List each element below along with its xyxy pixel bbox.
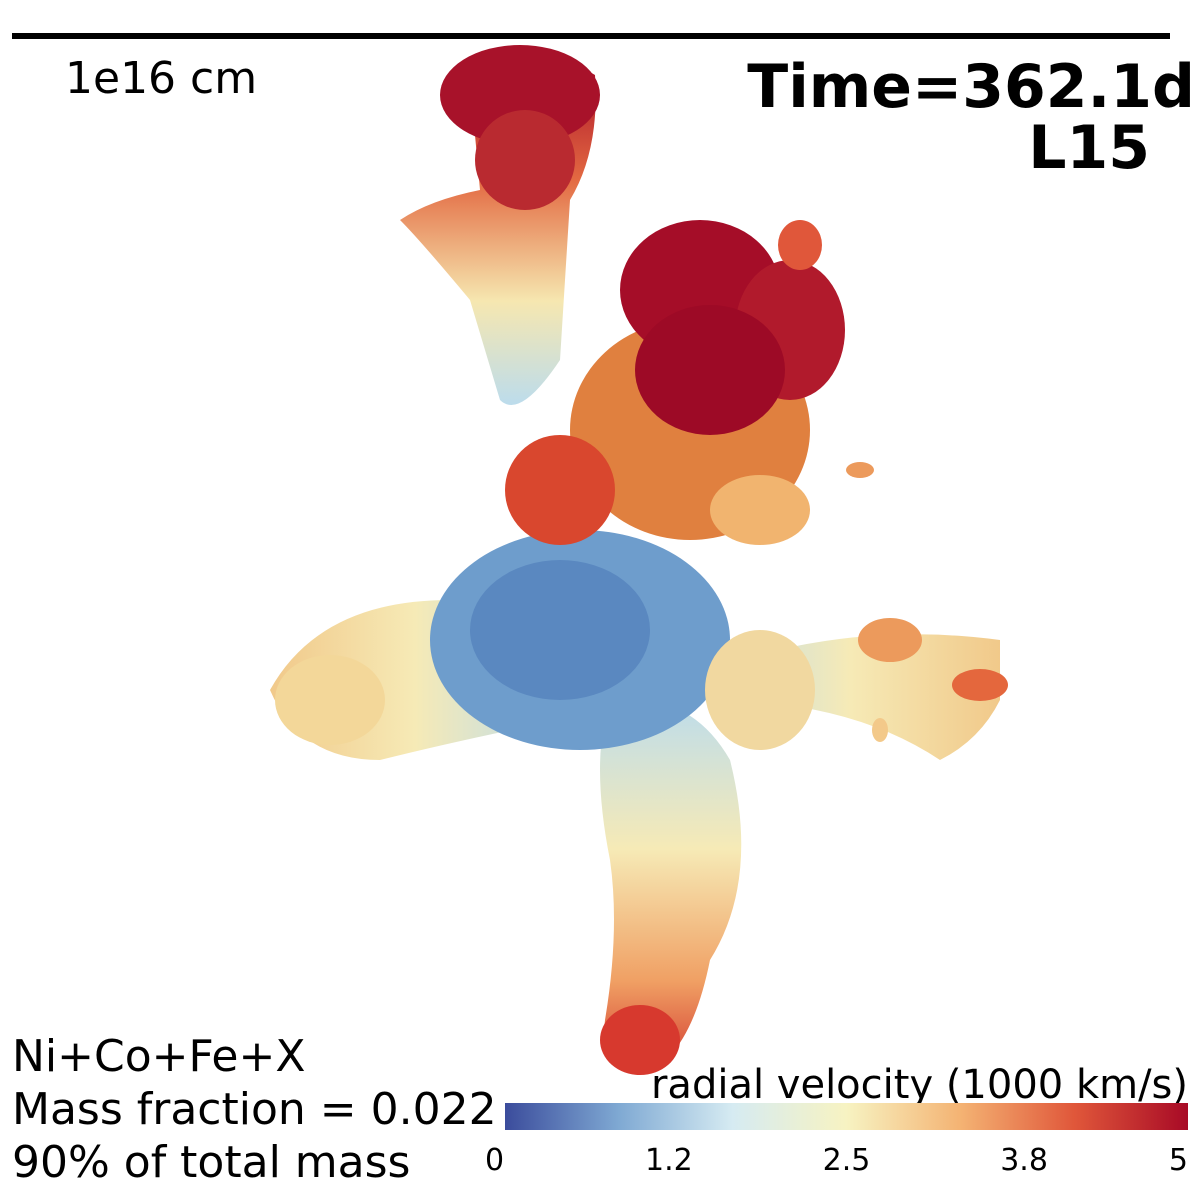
fragment xyxy=(872,718,888,742)
annotation-line: Ni+Co+Fe+X xyxy=(12,1031,306,1082)
ejecta-render xyxy=(270,45,1008,1075)
lobe xyxy=(705,630,815,750)
lobe xyxy=(600,1005,680,1075)
lobe xyxy=(505,435,615,545)
time-label: Time=362.1d xyxy=(747,52,1195,122)
annotation-line: Mass fraction = 0.022 xyxy=(12,1084,497,1135)
model-label: L15 xyxy=(1028,113,1150,183)
colorbar-tick-label: 1.2 xyxy=(645,1143,693,1178)
lobe xyxy=(858,618,922,662)
annotation-line: 90% of total mass xyxy=(12,1137,410,1188)
colorbar-tick-label: 0 xyxy=(485,1143,504,1178)
scale-bar-label: 1e16 cm xyxy=(65,53,257,104)
core xyxy=(470,560,650,700)
plume xyxy=(600,698,742,1075)
colorbar-tick-label: 3.8 xyxy=(1000,1143,1048,1178)
colorbar-title: radial velocity (1000 km/s) xyxy=(651,1062,1188,1108)
lobe xyxy=(475,110,575,210)
lobe xyxy=(275,655,385,745)
lobe xyxy=(440,45,600,145)
scale-bar xyxy=(12,33,1170,39)
colorbar-tick-label: 5 xyxy=(1169,1143,1188,1178)
lobe xyxy=(778,220,822,270)
fragment xyxy=(846,462,874,478)
colorbar xyxy=(505,1103,1188,1130)
lobe xyxy=(635,305,785,435)
lobe xyxy=(952,669,1008,701)
colorbar-tick-label: 2.5 xyxy=(823,1143,871,1178)
lobe xyxy=(710,475,810,545)
